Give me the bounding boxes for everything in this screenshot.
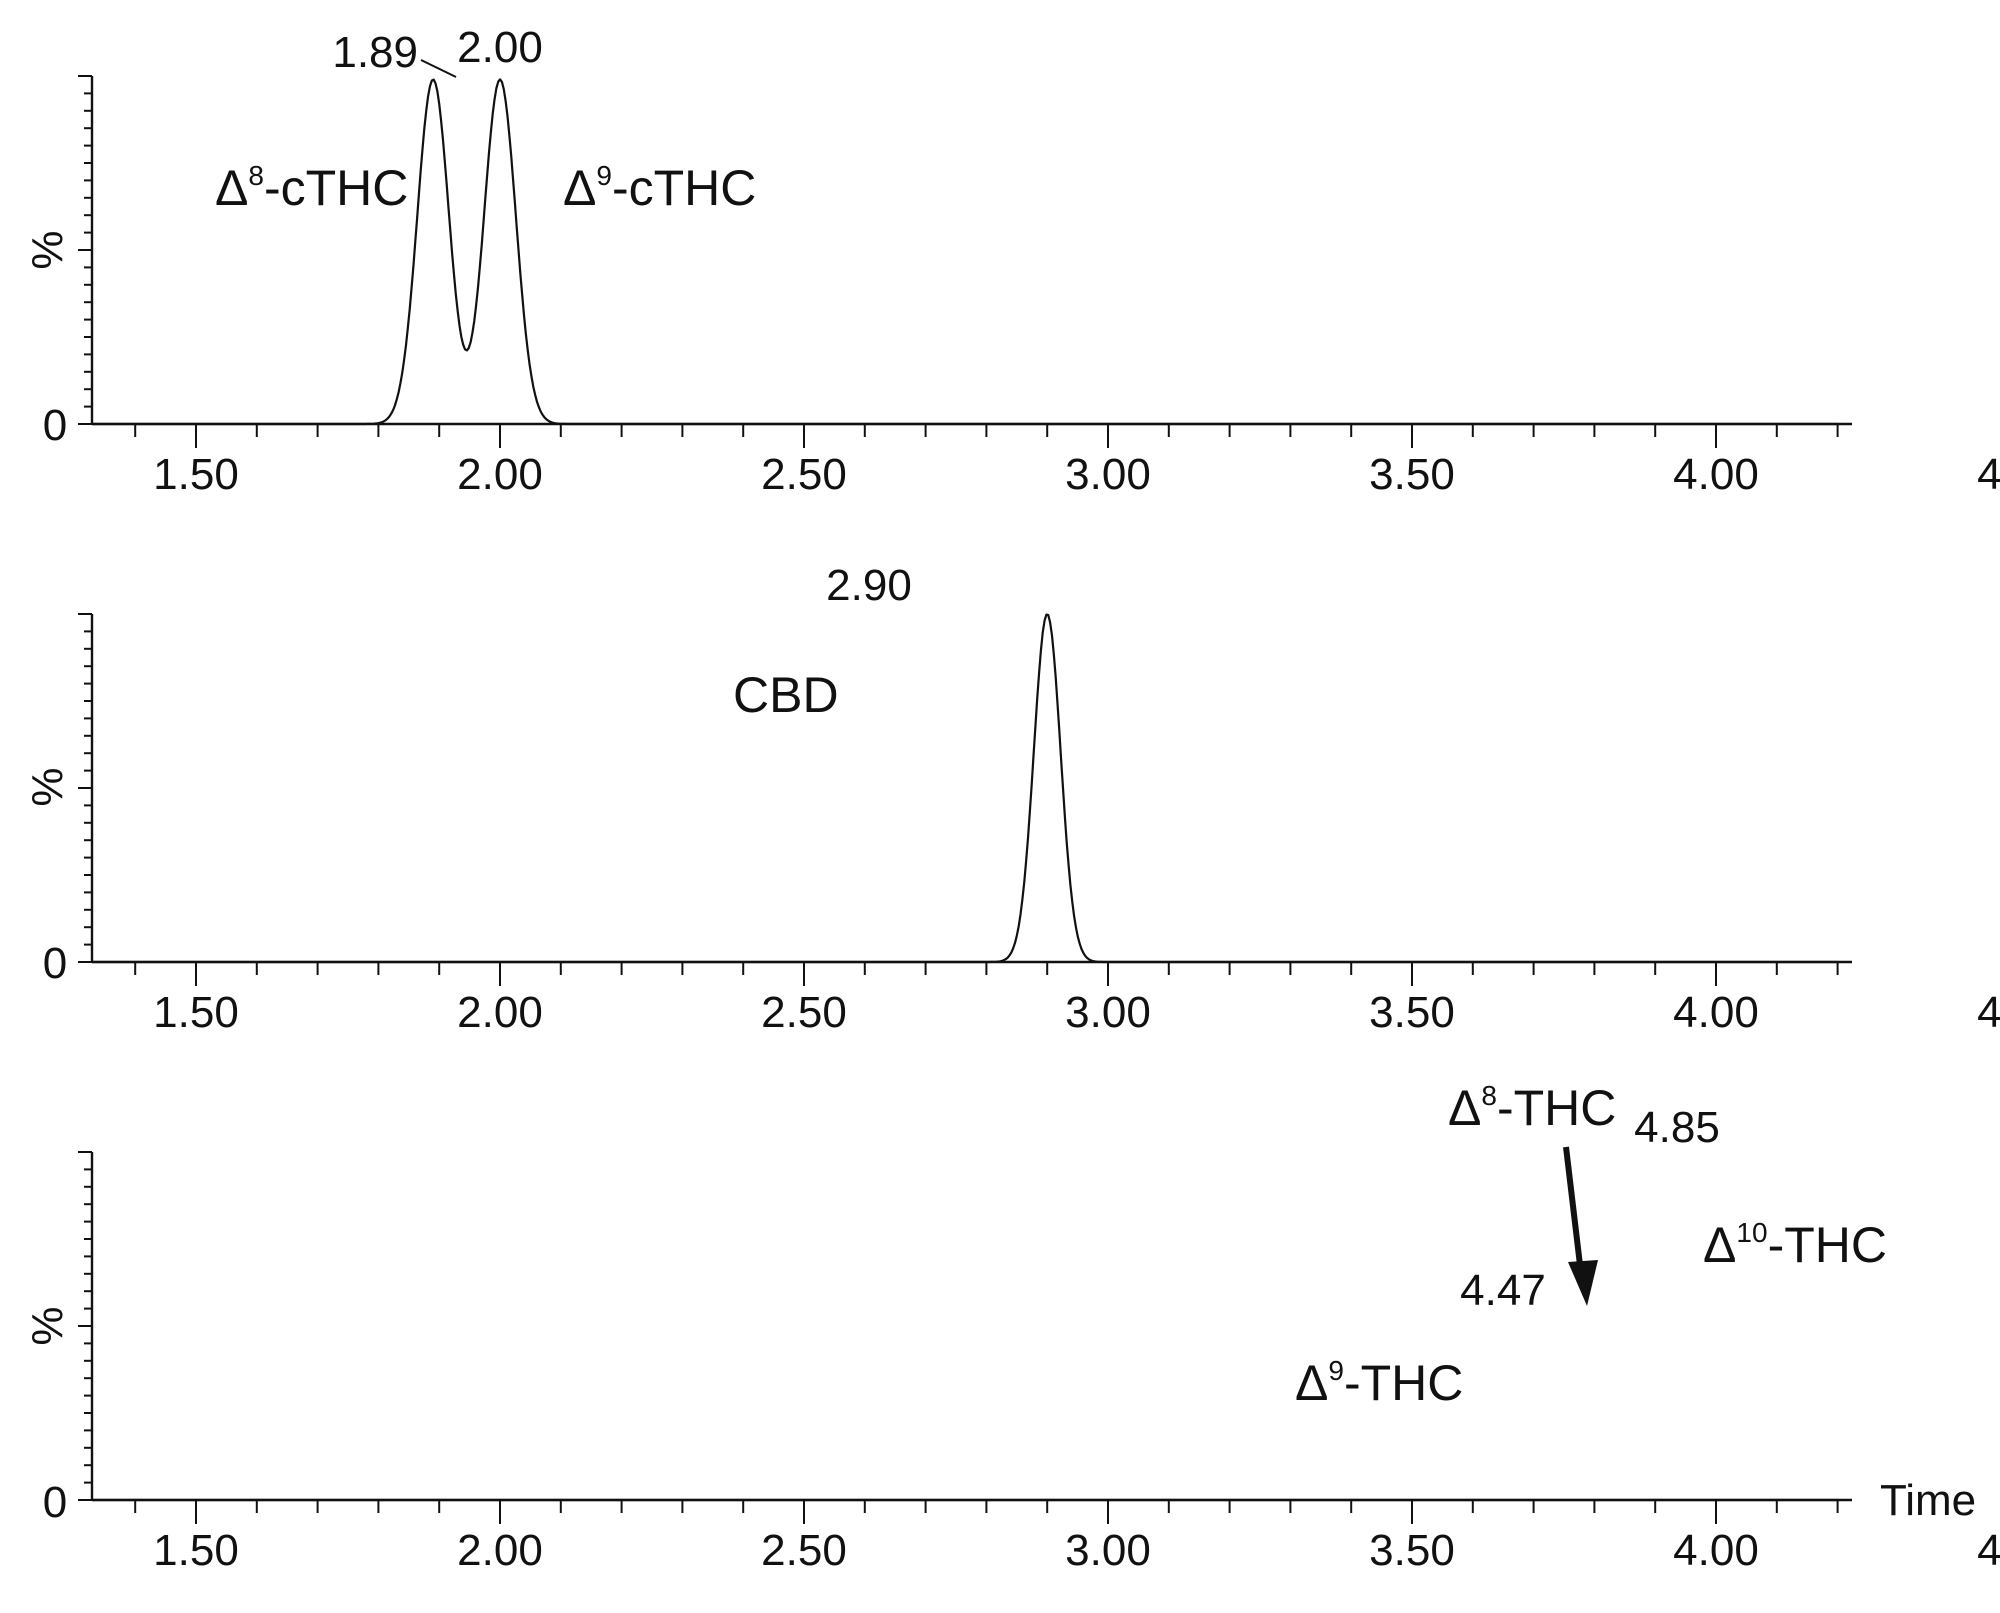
panel-2: 1.502.002.503.003.504.004.505.00 % 0 2.9… <box>23 561 2000 1037</box>
panel-3-x-tick-label: 2.50 <box>761 1526 847 1575</box>
panel-2-x-ticks <box>134 962 1839 986</box>
panel-3-x-ticks <box>134 1500 1839 1524</box>
panel-2-trace <box>92 613 1839 964</box>
panel-3-arrow <box>1563 1146 1598 1306</box>
panel-3-peak-rt-label-3: 4.85 <box>1634 1103 1720 1152</box>
panel-3-compound-1-base: Δ <box>1295 1355 1328 1411</box>
panel-1-x-tick-labels: 1.502.002.503.003.504.004.505.00 <box>153 450 2000 499</box>
panel-1-trace <box>92 78 1839 426</box>
panel-3-compound-label-2: Δ8-THC <box>1448 1080 1616 1136</box>
panel-3-compound-3-sup: 10 <box>1736 1217 1767 1248</box>
panel-1-x-tick-label: 1.50 <box>153 450 239 499</box>
panel-3-compound-label-3: Δ10-THC <box>1703 1217 1887 1273</box>
panel-3-compound-2-rest: -THC <box>1497 1080 1616 1136</box>
panel-2-y-axis-label: % <box>23 767 72 806</box>
panel-1-compound-2-sup: 9 <box>596 160 612 191</box>
panel-3-arrow-head <box>1568 1260 1598 1306</box>
panel-1-x-tick-label: 4.50 <box>1977 450 2000 499</box>
panel-1-compound-1-sup: 8 <box>248 160 264 191</box>
panel-1: 1.502.002.503.003.504.004.505.00 % 0 1.8… <box>23 23 2000 499</box>
panel-1-compound-2-base: Δ <box>563 160 596 216</box>
panel-2-x-tick-label: 4.00 <box>1673 988 1759 1037</box>
panel-1-peak-rt-label-2: 2.00 <box>457 23 543 72</box>
panel-1-peak-rt-label-1: 1.89 <box>332 28 418 77</box>
panel-1-peak-1-leader <box>420 59 457 78</box>
panel-1-compound-1-base: Δ <box>215 160 248 216</box>
panel-3-axes <box>78 1151 1852 1502</box>
panel-2-axes <box>78 613 1852 964</box>
panel-1-x-ticks <box>134 424 1839 448</box>
panel-3-x-tick-label: 3.50 <box>1369 1526 1455 1575</box>
panel-2-zero-label: 0 <box>43 939 67 988</box>
panel-3-x-tick-label: 1.50 <box>153 1526 239 1575</box>
panel-2-x-tick-label: 4.50 <box>1977 988 2000 1037</box>
panel-2-x-tick-label: 1.50 <box>153 988 239 1037</box>
panel-3-x-tick-label: 4.50 <box>1977 1526 2000 1575</box>
panel-3-compound-3-base: Δ <box>1703 1217 1736 1273</box>
panel-3-arrow-shaft <box>1563 1146 1583 1266</box>
panel-3-zero-label: 0 <box>43 1478 67 1527</box>
panel-3-x-tick-label: 4.00 <box>1673 1526 1759 1575</box>
panel-1-compound-label-2: Δ9-cTHC <box>563 160 756 216</box>
panel-2-peak-rt-label-1: 2.90 <box>826 561 912 610</box>
panel-2-x-tick-label: 2.00 <box>457 988 543 1037</box>
panel-3-compound-2-sup: 8 <box>1481 1080 1497 1111</box>
panel-3-x-tick-label: 2.00 <box>457 1526 543 1575</box>
panel-3-compound-1-sup: 9 <box>1328 1355 1344 1386</box>
panel-1-compound-2-rest: -cTHC <box>612 160 756 216</box>
panel-2-x-tick-label: 2.50 <box>761 988 847 1037</box>
panel-2-x-tick-labels: 1.502.002.503.003.504.004.505.00 <box>153 988 2000 1037</box>
panel-2-x-tick-label: 3.50 <box>1369 988 1455 1037</box>
panel-1-x-tick-label: 3.00 <box>1065 450 1151 499</box>
panel-3-x-tick-labels: 1.502.002.503.003.504.004.505.00 <box>153 1526 2000 1575</box>
panel-3-compound-2-base: Δ <box>1448 1080 1481 1136</box>
panel-3: 1.502.002.503.003.504.004.505.00 % 0 Tim… <box>23 1080 2000 1575</box>
panel-3-compound-label-1: Δ9-THC <box>1295 1355 1463 1411</box>
panel-2-compound-1-rest: CBD <box>733 667 839 723</box>
panel-3-y-axis-label: % <box>23 1306 72 1345</box>
panel-2-compound-label-1: CBD <box>733 667 839 723</box>
panel-1-compound-label-1: Δ8-cTHC <box>215 160 408 216</box>
panel-1-x-tick-label: 2.00 <box>457 450 543 499</box>
panel-2-x-tick-label: 3.00 <box>1065 988 1151 1037</box>
panel-1-zero-label: 0 <box>43 401 67 450</box>
panel-1-compound-1-rest: -cTHC <box>264 160 408 216</box>
panel-3-x-tick-label: 3.00 <box>1065 1526 1151 1575</box>
panel-3-compound-3-rest: -THC <box>1768 1217 1887 1273</box>
panel-3-peak-rt-label-1: 4.47 <box>1460 1266 1546 1315</box>
panel-1-y-axis-label: % <box>23 230 72 269</box>
panel-3-compound-1-rest: -THC <box>1344 1355 1463 1411</box>
panel-1-axes <box>78 75 1852 426</box>
panel-1-x-tick-label: 4.00 <box>1673 450 1759 499</box>
panel-3-time-label: Time <box>1880 1476 1976 1525</box>
panel-1-x-tick-label: 3.50 <box>1369 450 1455 499</box>
panel-1-x-tick-label: 2.50 <box>761 450 847 499</box>
